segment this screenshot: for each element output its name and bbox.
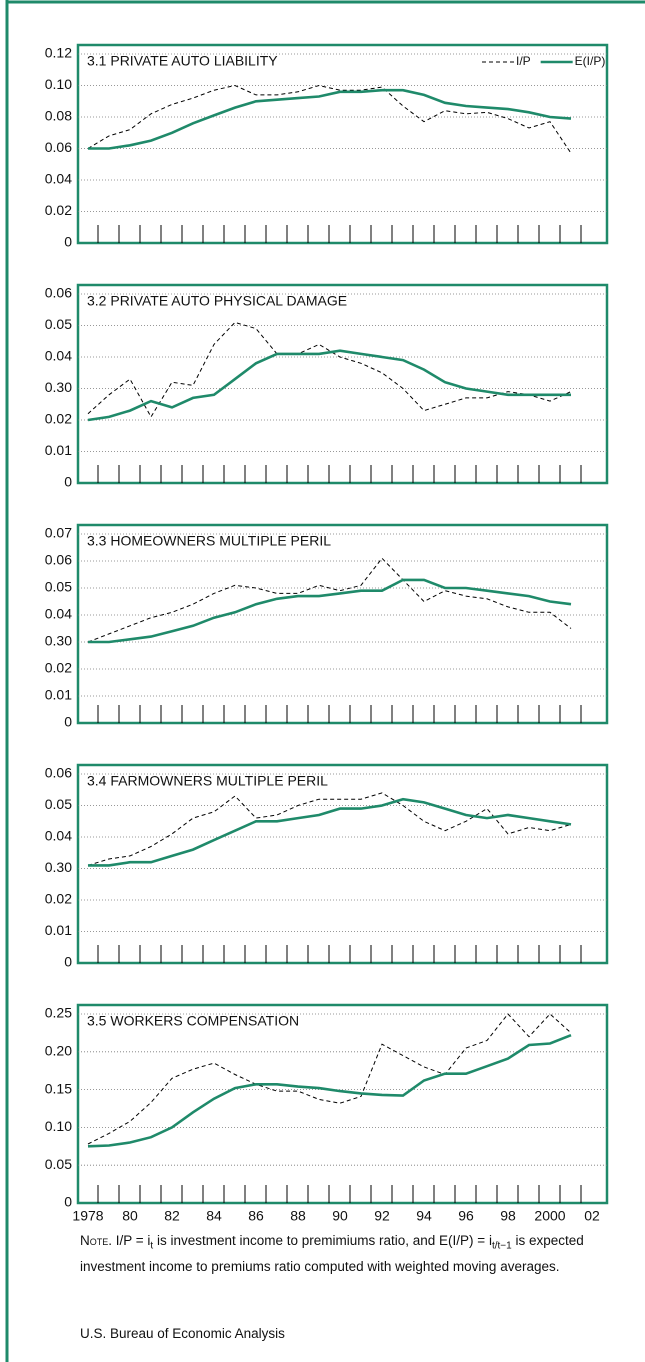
y-tick-label: 0.01: [45, 922, 72, 938]
source: U.S. Bureau of Economic Analysis: [80, 1326, 285, 1341]
x-tick-label: 90: [332, 1208, 348, 1224]
series-line: [87, 1033, 572, 1148]
x-tick-label: 1978: [72, 1208, 103, 1224]
y-tick-label: 0.04: [45, 171, 72, 187]
series-line: [88, 578, 572, 644]
y-tick-label: 0.06: [45, 139, 72, 155]
series-line: [87, 1013, 572, 1145]
x-tick-label: 02: [584, 1208, 600, 1224]
chart-title: 3.3 HOMEOWNERS MULTIPLE PERIL: [87, 533, 331, 549]
y-tick-label: 0.04: [45, 828, 72, 844]
x-tick-label: 84: [206, 1208, 222, 1224]
note-text: is investment income to premimiums ratio…: [153, 1233, 492, 1248]
plot-frame: [76, 523, 609, 725]
y-tick-label: 0.10: [45, 1118, 72, 1134]
plot-frame: [76, 763, 609, 965]
chart-title: 3.5 WORKERS COMPENSATION: [87, 1013, 299, 1029]
y-tick-label: 0.02: [45, 660, 72, 676]
y-tick-label: 0.02: [45, 202, 72, 218]
note: Note. I/P = it is investment income to p…: [80, 1231, 620, 1277]
note-text: I/P = i: [112, 1233, 151, 1248]
y-tick-label: 0: [64, 1194, 72, 1210]
y-tick-label: 0.30: [45, 379, 72, 395]
series-line: [87, 349, 571, 422]
x-tick-label: 94: [416, 1208, 432, 1224]
y-tick-label: 0.30: [45, 859, 72, 875]
x-tick-label: 96: [458, 1208, 474, 1224]
plot-frame: [76, 1003, 609, 1205]
y-tick-label: 0.02: [45, 411, 72, 427]
legend-label: I/P: [516, 54, 531, 68]
note-sub: t/t−1: [491, 1240, 512, 1252]
y-tick-label: 0: [64, 714, 72, 730]
y-tick-label: 0.06: [45, 765, 72, 781]
y-tick-label: 0.05: [45, 1156, 72, 1172]
x-tick-label: 98: [500, 1208, 516, 1224]
note-text: is expected investment income to premium…: [80, 1233, 584, 1274]
series-line: [88, 88, 572, 150]
y-tick-label: 0.04: [45, 606, 72, 622]
note-sub: t: [150, 1240, 154, 1252]
series-line: [88, 797, 572, 867]
series-line: [87, 792, 572, 866]
y-tick-label: 0.06: [45, 552, 72, 568]
y-tick-label: 0.06: [45, 285, 72, 301]
y-tick-label: 0.05: [45, 316, 72, 332]
y-tick-label: 0.30: [45, 633, 72, 649]
chart-title: 3.4 FARMOWNERS MULTIPLE PERIL: [87, 773, 328, 789]
y-tick-label: 0.12: [45, 45, 72, 61]
series-line: [87, 557, 572, 643]
y-tick-label: 0.20: [45, 1043, 72, 1059]
y-tick-label: 0.07: [45, 525, 72, 541]
x-tick-label: 80: [122, 1208, 138, 1224]
y-tick-label: 0.05: [45, 579, 72, 595]
legend-label: E(I/P): [575, 54, 606, 68]
y-tick-label: 0.05: [45, 796, 72, 812]
plot-frame: [76, 43, 609, 245]
x-tick-label: 2000: [534, 1208, 565, 1224]
x-tick-label: 82: [164, 1208, 180, 1224]
y-tick-label: 0: [64, 954, 72, 970]
y-tick-label: 0.10: [45, 76, 72, 92]
y-tick-label: 0.01: [45, 442, 72, 458]
y-tick-label: 0.15: [45, 1080, 72, 1096]
chart-title: 3.2 PRIVATE AUTO PHYSICAL DAMAGE: [87, 293, 347, 309]
y-tick-label: 0: [64, 234, 72, 250]
x-tick-label: 86: [248, 1208, 264, 1224]
chart-title: 3.1 PRIVATE AUTO LIABILITY: [87, 53, 278, 69]
x-tick-label: 92: [374, 1208, 390, 1224]
y-tick-label: 0.08: [45, 108, 72, 124]
y-tick-label: 0.02: [45, 891, 72, 907]
y-tick-label: 0.25: [45, 1005, 72, 1021]
y-tick-label: 0: [64, 474, 72, 490]
plot-frame: [76, 283, 609, 485]
x-tick-label: 88: [290, 1208, 306, 1224]
note-label: Note.: [80, 1233, 113, 1248]
y-tick-label: 0.01: [45, 687, 72, 703]
y-tick-label: 0.04: [45, 348, 72, 364]
series-line: [87, 84, 572, 154]
